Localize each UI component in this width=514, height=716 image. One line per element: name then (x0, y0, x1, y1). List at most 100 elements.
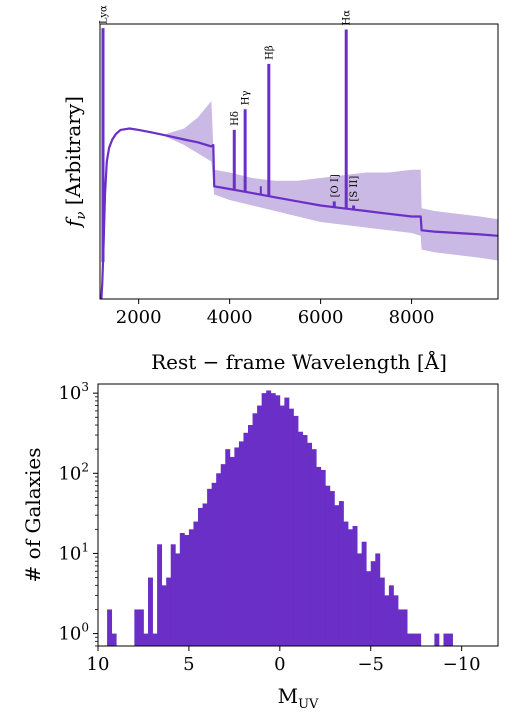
histogram-y-tick-label: 103 (58, 380, 89, 404)
histogram-x-tick-label: −10 (443, 654, 481, 675)
histogram-x-axis-label: MUV (278, 684, 319, 712)
histogram-bar (188, 529, 194, 646)
histogram-bar (111, 633, 117, 646)
histogram-bar (261, 393, 267, 646)
histogram-bar (348, 529, 353, 646)
emission-lines-group (101, 28, 356, 262)
histogram-bar (411, 633, 417, 646)
histogram-x-tick-label: 5 (183, 654, 194, 675)
emission-line-label: Hδ (230, 111, 241, 126)
histogram-bar (143, 633, 149, 646)
histogram-bar (193, 521, 199, 646)
histogram-bar (134, 609, 140, 646)
histogram-bar (352, 525, 358, 646)
emission-line-label: [O I] (330, 174, 341, 197)
histogram-bar (443, 633, 449, 646)
histogram-y-tick-exponent: 0 (81, 621, 89, 635)
histogram-bar (393, 595, 399, 646)
histogram-y-tick-base: 10 (58, 463, 81, 484)
histogram-bar (325, 485, 331, 646)
histogram-bar (384, 595, 390, 646)
spectrum-continuum-line (100, 127, 499, 300)
continuum-group (100, 127, 499, 300)
histogram-bar (229, 456, 235, 646)
emission-line-label: Hα (342, 10, 353, 26)
histogram-bar (298, 431, 303, 646)
histogram-bar (170, 544, 176, 646)
histogram-bar (202, 503, 208, 646)
histogram-y-tick-base: 10 (58, 383, 81, 404)
histogram-bar (270, 393, 276, 646)
histogram-bar (311, 449, 317, 646)
histogram-bar (288, 408, 294, 646)
histogram-bar (275, 395, 281, 646)
histogram-bar (184, 534, 190, 646)
histogram-y-tick-exponent: 1 (81, 540, 89, 554)
histogram-bar (402, 609, 408, 646)
emission-line-label: Hγ (241, 91, 252, 106)
histogram-bar (320, 469, 326, 646)
spectrum-x-tick-label: 6000 (298, 307, 344, 328)
histogram-bar (207, 488, 213, 646)
emission-line-label: Hβ (264, 45, 275, 60)
histogram-x-ticks: 10 5 0 −5 −10 (87, 646, 481, 675)
histogram-bar (243, 432, 249, 646)
histogram-bar (407, 633, 413, 646)
histogram-bar (343, 521, 349, 646)
histogram-bar (161, 585, 167, 646)
histogram-bar (107, 609, 113, 646)
histogram-y-tick-exponent: 2 (81, 460, 89, 474)
histogram-x-axis-label-main: M (278, 684, 298, 708)
histogram-bar (357, 553, 363, 646)
histogram-y-tick-base: 10 (58, 624, 81, 645)
histogram-bar (366, 571, 372, 646)
spectrum-x-tick-label: 8000 (389, 307, 435, 328)
histogram-bar (379, 577, 385, 646)
spectrum-uncertainty-band (166, 101, 498, 261)
spectrum-y-axis-label-unit: [Arbitrary] (61, 96, 85, 212)
histogram-x-tick-label: 10 (87, 654, 110, 675)
spectrum-x-tick-label: 4000 (207, 307, 253, 328)
histogram-bar (198, 507, 203, 646)
histogram-y-tick-label: 102 (58, 460, 89, 484)
histogram-bar (179, 532, 185, 646)
histogram-bar (307, 442, 313, 646)
histogram-bar (293, 415, 299, 646)
histogram-bar (175, 553, 181, 646)
histogram-y-tick-label: 101 (58, 540, 89, 564)
spectrum-y-axis-label: fν [Arbitrary] (61, 96, 89, 229)
histogram-y-tick-label: 100 (58, 621, 89, 645)
histogram-bar (284, 397, 290, 646)
histogram-bar (416, 633, 422, 646)
histogram-bar (216, 473, 222, 646)
histogram-x-tick-label: 0 (274, 654, 285, 675)
histogram-bar (302, 435, 308, 646)
spectrum-y-axis-label-subscript: ν (74, 212, 89, 220)
histogram-bar (329, 491, 335, 646)
histogram-bars-group (107, 390, 453, 646)
histogram-bar (252, 413, 258, 646)
histogram-y-tick-exponent: 3 (81, 380, 89, 394)
histogram-bar (388, 585, 394, 646)
emission-line-label: [S II] (349, 176, 360, 202)
histogram-y-axis-label: # of Galaxies (21, 448, 45, 583)
histogram-bar (157, 544, 163, 646)
histogram-bar (211, 482, 217, 646)
histogram-bar (316, 466, 322, 646)
histogram-x-axis-label-subscript: UV (298, 697, 319, 712)
histogram-bar (148, 577, 153, 646)
spectrum-x-ticks: 2000 4000 6000 8000 (116, 299, 435, 328)
spectrum-x-tick-label: 2000 (116, 307, 162, 328)
histogram-bar (334, 505, 340, 646)
histogram-bar (375, 553, 381, 646)
histogram-bar (234, 447, 240, 646)
histogram-bar (434, 633, 440, 646)
emission-line-label: Lyα (99, 5, 110, 24)
histogram-y-tick-base: 10 (58, 543, 81, 564)
histogram-bar (138, 609, 144, 646)
